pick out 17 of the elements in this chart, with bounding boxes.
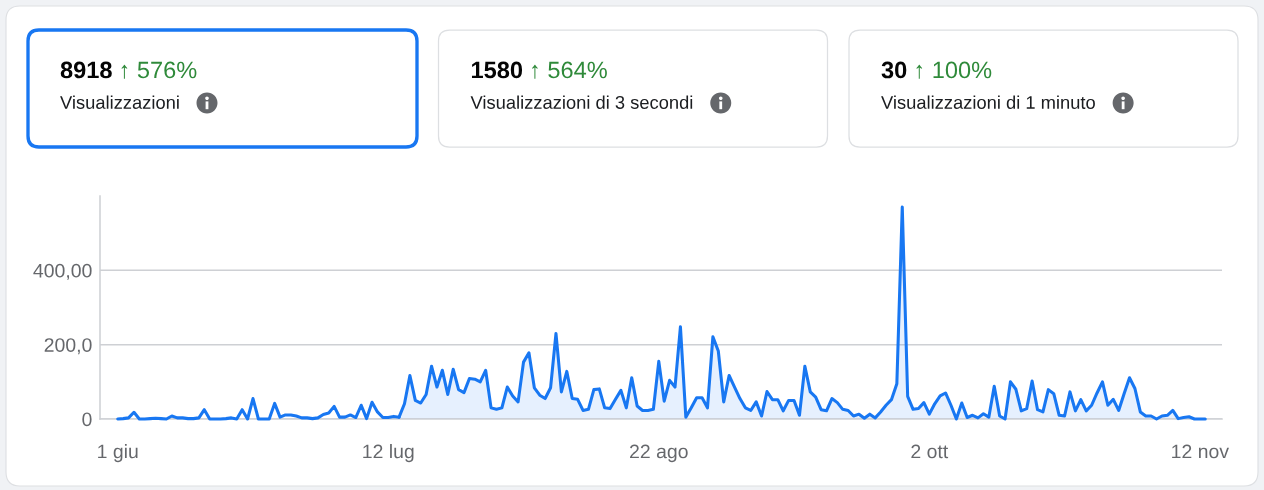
x-tick-label: 1 giu — [98, 444, 138, 463]
text: Visualizzazioni — [60, 95, 179, 109]
text: 1580 — [471, 61, 523, 79]
text: Visualizzazioni di 3 secondi — [470, 95, 693, 109]
text: Visualizzazioni di 1 minuto — [881, 95, 1095, 109]
x-tick-label: 2 ott — [911, 444, 949, 459]
text: ↑ 564% — [532, 61, 607, 79]
y-tick-label: 400,00 — [33, 263, 92, 280]
text: ↑ 100% — [916, 61, 992, 79]
text: 30 — [881, 61, 907, 79]
x-tick-label: 22 ago — [630, 444, 688, 463]
y-tick-label: 0 — [82, 412, 92, 427]
y-tick-label: 200,0 — [44, 338, 92, 355]
x-tick-label: 12 lug — [363, 444, 414, 463]
x-tick-label: 12 nov — [1172, 444, 1229, 459]
text: ↑ 576% — [121, 61, 197, 79]
text: 8918 — [60, 61, 112, 79]
